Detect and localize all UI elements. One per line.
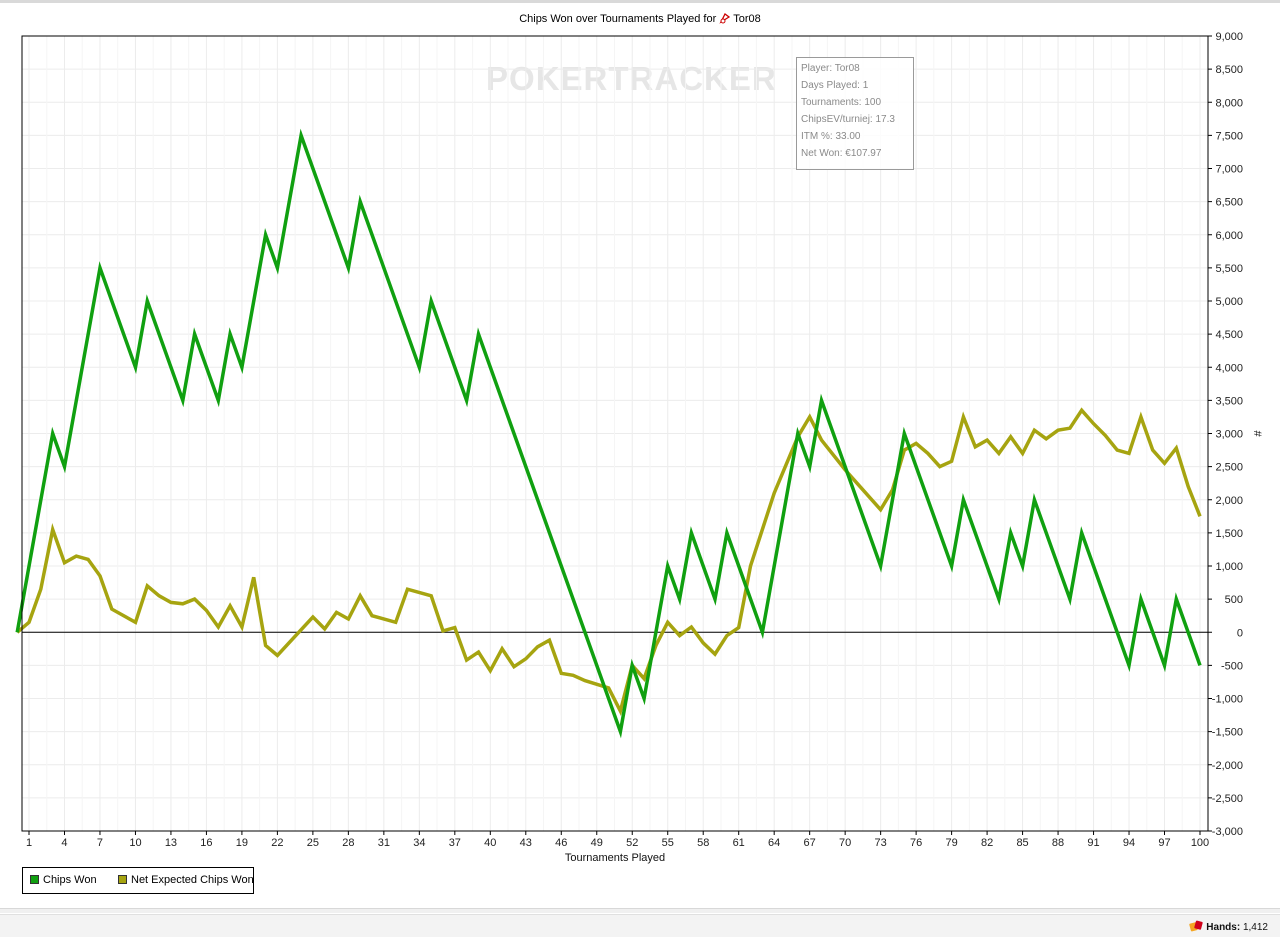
y-tick-label: 5,000 bbox=[1215, 296, 1243, 308]
stat-tournaments: Tournaments: 100 bbox=[801, 97, 882, 108]
y-tick-label: 6,500 bbox=[1215, 197, 1243, 209]
x-tick-label: 55 bbox=[662, 837, 674, 849]
y-tick-label: 0 bbox=[1237, 627, 1243, 639]
status-bar: Hands: 1,412 bbox=[0, 914, 1280, 937]
y-tick-label: 1,000 bbox=[1215, 561, 1243, 573]
x-tick-label: 43 bbox=[520, 837, 532, 849]
x-tick-label: 1 bbox=[26, 837, 32, 849]
y-axis: 9,000 8,500 8,000 7,500 7,000 6,500 6,000 5,500… bbox=[1208, 31, 1243, 838]
x-axis-title: Tournaments Played bbox=[565, 852, 665, 864]
x-tick-label: 31 bbox=[378, 837, 390, 849]
y-tick-label: -1,500 bbox=[1212, 727, 1243, 739]
x-tick-label: 10 bbox=[129, 837, 141, 849]
stat-player: Player: Tor08 bbox=[801, 63, 860, 74]
y-tick-label: 2,000 bbox=[1215, 495, 1243, 507]
x-tick-label: 40 bbox=[484, 837, 496, 849]
y-tick-label: 4,000 bbox=[1215, 362, 1243, 374]
y-tick-label: 8,500 bbox=[1215, 64, 1243, 76]
player-site-icon bbox=[719, 13, 731, 27]
stat-days-played: Days Played: 1 bbox=[801, 80, 869, 91]
y-tick-label: 4,500 bbox=[1215, 329, 1243, 341]
x-tick-label: 61 bbox=[733, 837, 745, 849]
x-tick-label: 58 bbox=[697, 837, 709, 849]
legend-swatch-chips-won bbox=[30, 875, 39, 884]
y-tick-label: -1,000 bbox=[1212, 694, 1243, 706]
y-tick-label: 6,000 bbox=[1215, 230, 1243, 242]
x-tick-label: 73 bbox=[875, 837, 887, 849]
x-tick-label: 4 bbox=[61, 837, 67, 849]
x-tick-label: 37 bbox=[449, 837, 461, 849]
legend-item-chips-won: Chips Won bbox=[30, 874, 97, 886]
panel-separator bbox=[0, 908, 1280, 913]
x-tick-label: 64 bbox=[768, 837, 780, 849]
y-axis-title: # bbox=[1251, 430, 1263, 437]
y-tick-label: -500 bbox=[1221, 660, 1243, 672]
series-chips-won bbox=[15, 128, 1202, 739]
x-tick-label: 22 bbox=[271, 837, 283, 849]
x-tick-label: 46 bbox=[555, 837, 567, 849]
y-tick-label: 7,500 bbox=[1215, 130, 1243, 142]
player-stats-box: Player: Tor08 Days Played: 1 Tournaments… bbox=[796, 57, 914, 170]
y-tick-label: -3,000 bbox=[1212, 826, 1243, 838]
x-tick-label: 85 bbox=[1016, 837, 1028, 849]
x-tick-label: 94 bbox=[1123, 837, 1135, 849]
hands-icon bbox=[1189, 920, 1203, 935]
y-tick-label: 3,000 bbox=[1215, 429, 1243, 441]
chart-grid bbox=[22, 35, 1208, 832]
y-tick-label: 9,000 bbox=[1215, 31, 1243, 43]
x-tick-label: 7 bbox=[97, 837, 103, 849]
legend-item-net-expected: Net Expected Chips Won bbox=[118, 874, 254, 886]
x-tick-label: 100 bbox=[1191, 837, 1209, 849]
x-tick-label: 70 bbox=[839, 837, 851, 849]
x-axis: 1 4 7 10 13 16 19 22 25 28 31 34 37 40 43 46 49 52 55 58 61 6… bbox=[26, 831, 1209, 849]
x-tick-label: 67 bbox=[804, 837, 816, 849]
x-tick-label: 82 bbox=[981, 837, 993, 849]
x-tick-label: 28 bbox=[342, 837, 354, 849]
y-tick-label: -2,500 bbox=[1212, 793, 1243, 805]
chart-title-player: Tor08 bbox=[733, 13, 761, 25]
x-tick-label: 13 bbox=[165, 837, 177, 849]
x-tick-label: 19 bbox=[236, 837, 248, 849]
y-tick-label: 500 bbox=[1225, 594, 1243, 606]
x-tick-label: 49 bbox=[591, 837, 603, 849]
x-tick-label: 25 bbox=[307, 837, 319, 849]
y-tick-label: 5,500 bbox=[1215, 263, 1243, 275]
chart-title: Chips Won over Tournaments Played for Tor… bbox=[0, 13, 1280, 27]
pokertracker-watermark: POKERTRACKER bbox=[486, 60, 777, 97]
x-tick-label: 34 bbox=[413, 837, 425, 849]
stat-itm: ITM %: 33.00 bbox=[801, 131, 861, 142]
y-tick-label: 7,000 bbox=[1215, 164, 1243, 176]
chart-series bbox=[15, 128, 1202, 739]
y-tick-label: 8,000 bbox=[1215, 97, 1243, 109]
window-top-border bbox=[0, 0, 1280, 3]
y-tick-label: 1,500 bbox=[1215, 528, 1243, 540]
chart-title-text: Chips Won over Tournaments Played for bbox=[519, 13, 717, 25]
x-tick-label: 52 bbox=[626, 837, 638, 849]
y-tick-label: 2,500 bbox=[1215, 462, 1243, 474]
x-tick-label: 79 bbox=[945, 837, 957, 849]
y-tick-label: 3,500 bbox=[1215, 395, 1243, 407]
y-tick-label: -2,000 bbox=[1212, 760, 1243, 772]
x-tick-label: 16 bbox=[200, 837, 212, 849]
series-net-expected-chips-won bbox=[16, 407, 1202, 717]
x-tick-label: 88 bbox=[1052, 837, 1064, 849]
x-tick-label: 76 bbox=[910, 837, 922, 849]
legend-swatch-net-expected bbox=[118, 875, 127, 884]
hands-count: Hands: 1,412 bbox=[1189, 920, 1268, 935]
x-tick-label: 91 bbox=[1087, 837, 1099, 849]
stat-chips-ev: ChipsEV/turniej: 17.3 bbox=[801, 114, 895, 125]
stat-net-won: Net Won: €107.97 bbox=[801, 148, 882, 159]
x-tick-label: 97 bbox=[1158, 837, 1170, 849]
chart-legend: Chips Won Net Expected Chips Won bbox=[22, 867, 254, 894]
